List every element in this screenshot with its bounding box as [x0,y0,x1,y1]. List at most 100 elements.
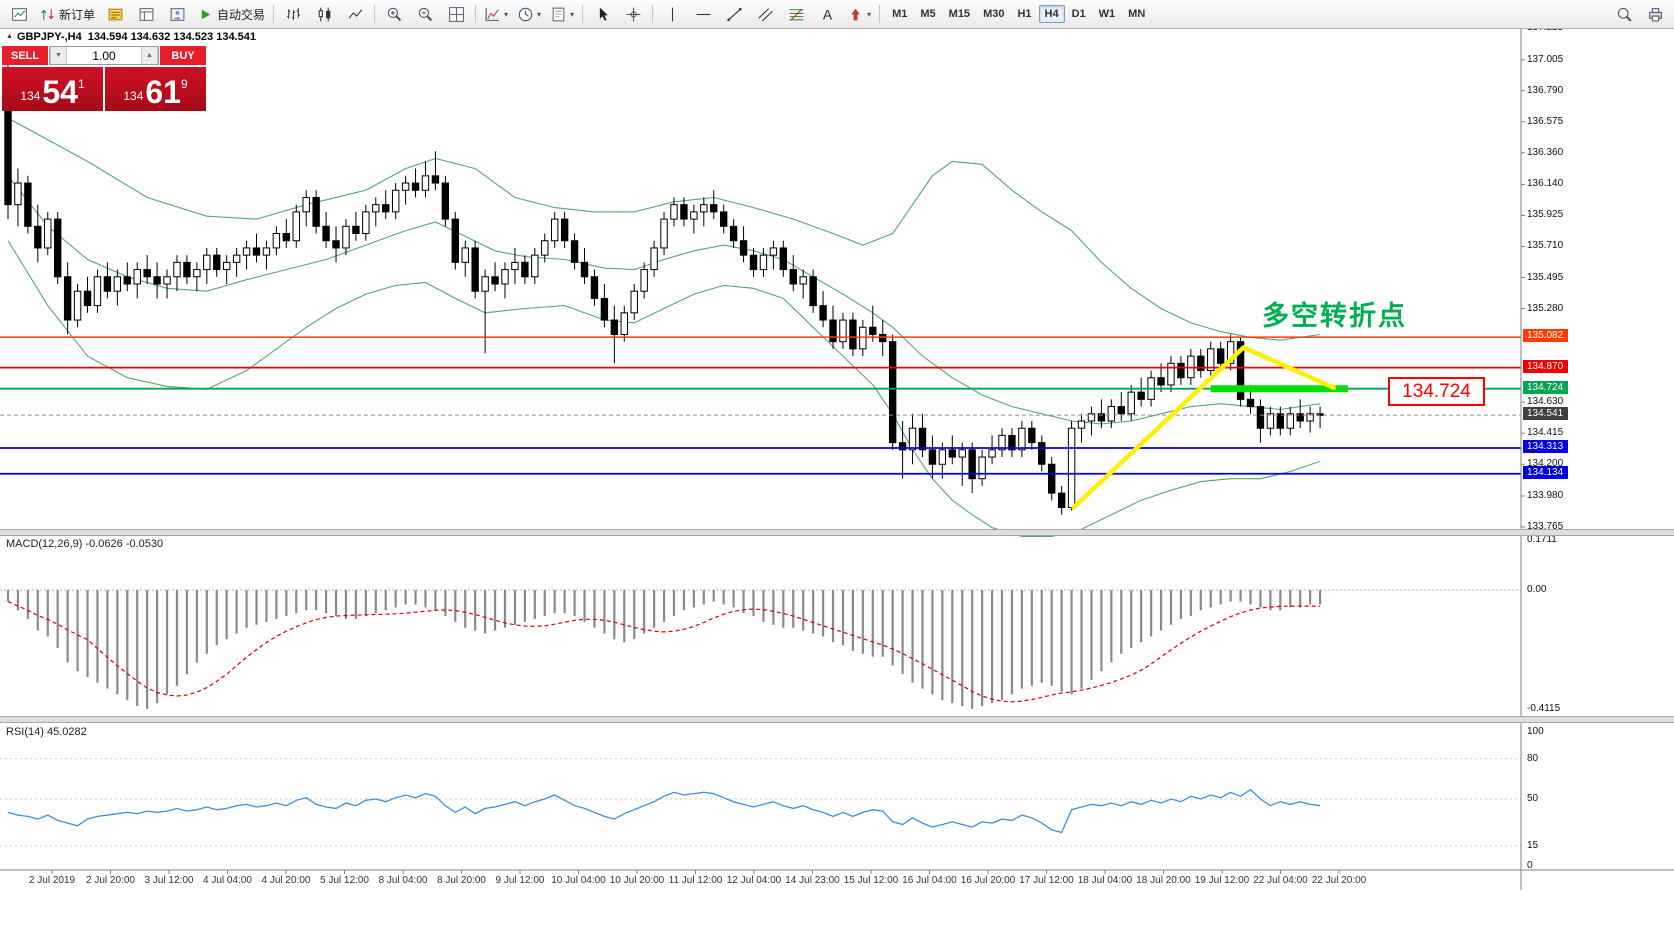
zoom-out-button[interactable] [410,2,440,26]
candle-body [34,225,42,249]
caret-down-icon: ▾ [570,9,575,19]
candle-body [829,319,837,343]
timeframe-w1[interactable]: W1 [1098,8,1116,20]
line-chart-icon [347,6,364,23]
fibonacci-tool-button[interactable] [781,2,811,26]
data-window-button[interactable] [131,2,161,26]
candle-body [839,319,847,343]
symbol-name: GBPJPY-,H4 [16,31,82,43]
candle-body [998,434,1006,451]
rsi-panel-splitter[interactable] [0,716,1674,723]
buy-button[interactable]: BUY [160,46,206,65]
candle-body [332,240,340,249]
caret-down-icon: ▾ [504,9,509,19]
new-order-label: 新订单 [59,7,96,22]
candle-body [1276,413,1285,429]
navigator-icon [169,6,186,23]
timeframe-h4[interactable]: H4 [1038,5,1065,23]
candle-body [799,276,807,285]
timeframe-m15[interactable]: M15 [948,8,971,20]
sell-price-pip: 1 [77,77,85,91]
candle-body [988,449,996,458]
macd-signal-line [7,601,1321,703]
text-tool-button[interactable]: A [812,2,842,26]
volume-input[interactable]: 1.00 [92,48,116,63]
candle-body [879,333,887,343]
volume-decrease-button[interactable]: ▼ [50,47,67,64]
annotation-text: 多空转折点 [1262,301,1407,331]
candle-body [252,247,261,256]
indicators-button[interactable]: ▾ [480,2,512,26]
candle-body [1018,427,1026,451]
crosshair-tool-button[interactable] [618,2,648,26]
candle-body [193,269,201,278]
candle-body [749,254,758,271]
auto-trading-button[interactable]: 自动交易 [193,2,269,26]
timeframe-mn[interactable]: MN [1128,8,1146,20]
autotrading-icon [197,6,214,23]
line-chart-mode-button[interactable] [340,2,370,26]
sell-button[interactable]: SELL [2,46,48,65]
buy-price-display[interactable]: 134 61 9 [105,67,206,111]
buy-price-pip: 9 [180,77,188,91]
candle-body [739,240,748,256]
zoom-in-button[interactable] [379,2,409,26]
new-order-button[interactable]: 新订单 [35,2,99,26]
tile-windows-icon [448,6,465,23]
candle-body [292,211,300,242]
candle-body [958,449,966,458]
timeframe-h1[interactable]: H1 [1017,8,1032,20]
candle-body [1057,492,1066,509]
cursor-tool-button[interactable] [587,2,617,26]
trendline[interactable] [1071,345,1246,510]
arrows-tool-button[interactable]: ▾ [843,2,875,26]
timeframe-m1[interactable]: M1 [892,8,908,20]
horizontal-line-tool-button[interactable] [688,2,718,26]
sell-price-display[interactable]: 134 54 1 [2,67,103,111]
volume-increase-button[interactable]: ▲ [141,47,158,64]
channel-icon [757,6,774,23]
search-button[interactable] [1609,2,1639,26]
candle-body [1266,413,1275,429]
candle-body [610,319,619,335]
timeframe-d1[interactable]: D1 [1071,8,1086,20]
trendline-tool-button[interactable] [719,2,749,26]
zoom-out-icon [417,6,434,23]
timeframe-m5[interactable]: M5 [920,8,936,20]
chart-window-icon [11,6,28,23]
channel-tool-button[interactable] [750,2,780,26]
symbol-ohlc: 134.594 134.632 134.523 134.541 [87,31,256,43]
macd-panel-splitter[interactable] [0,529,1674,536]
periods-button[interactable]: ▾ [513,2,545,26]
collapse-arrow-icon[interactable]: ▲ [6,33,13,40]
candle-body [908,427,917,451]
trendline[interactable] [1241,345,1337,391]
candle-body [560,218,569,242]
templates-button[interactable]: ▾ [546,2,578,26]
bar-chart-mode-button[interactable] [278,2,308,26]
candle-body [521,261,529,278]
candle-body [1077,420,1086,429]
candle-body [1316,413,1324,416]
candle-body [918,427,927,451]
navigator-button[interactable] [162,2,192,26]
candle-body [580,261,589,278]
tile-windows-button[interactable] [441,2,471,26]
timeframe-m30[interactable]: M30 [983,8,1005,20]
candle-body [888,341,897,444]
periods-icon [517,6,534,23]
print-button[interactable] [1640,2,1670,26]
new-chart-button[interactable] [4,2,34,26]
hline-icon [695,6,712,23]
candle-body [441,182,450,220]
candle-body [541,240,549,256]
candlestick-mode-button[interactable] [309,2,339,26]
templates-icon [550,6,567,23]
candle-body [1246,398,1255,408]
vertical-line-tool-button[interactable] [657,2,687,26]
new-order-icon [39,6,56,23]
candle-body [213,254,221,271]
market-watch-button[interactable] [100,2,130,26]
